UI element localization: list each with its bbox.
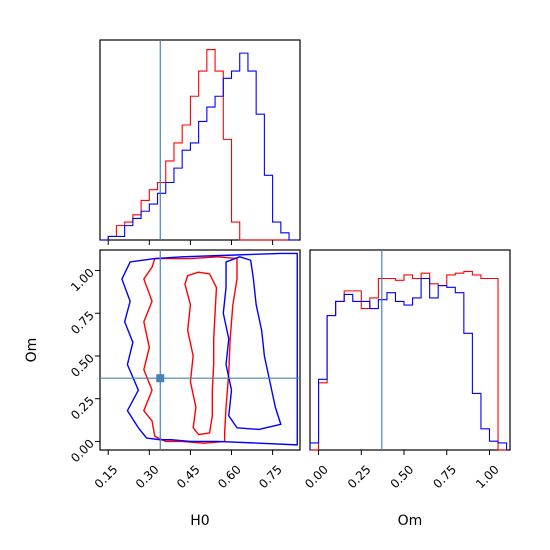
contour-y-tick-label: 0.50 bbox=[68, 351, 97, 380]
om-marginal-x-tick-label: 0.00 bbox=[302, 462, 331, 491]
contour-y-tick-label: 0.75 bbox=[68, 308, 97, 337]
om-marginal-x-tick-label: 0.25 bbox=[345, 462, 374, 491]
om-marginal-frame bbox=[309, 249, 511, 451]
om-marginal-panel: 0.00 0.25 0.50 0.75 1.00 Om bbox=[302, 249, 511, 529]
y-axis-label-om: Om bbox=[24, 338, 40, 363]
histogram-blue bbox=[309, 277, 508, 450]
om-marginal-x-tick-label: 0.75 bbox=[430, 462, 459, 491]
contour-x-tick-label: 0.15 bbox=[92, 462, 121, 491]
h0-marginal-panel bbox=[99, 39, 301, 245]
contour-x-tick-label: 0.75 bbox=[256, 462, 285, 491]
x-axis-label-h0: H0 bbox=[190, 513, 209, 529]
contour-x-tick-label: 0.30 bbox=[133, 462, 162, 491]
h0-marginal-frame bbox=[99, 39, 301, 241]
contour-x-tick-label: 0.60 bbox=[215, 462, 244, 491]
contour-frame bbox=[99, 249, 301, 451]
contour-y-tick-label: 0.00 bbox=[68, 437, 97, 466]
contour-blue-inner bbox=[222, 256, 282, 431]
histogram-red bbox=[100, 48, 298, 241]
om-marginal-x-tick-label: 1.00 bbox=[473, 462, 502, 491]
histogram-red bbox=[310, 270, 507, 451]
contour-red-inner bbox=[184, 271, 218, 436]
contour-y-tick-label: 1.00 bbox=[68, 266, 97, 295]
x-axis-label-om: Om bbox=[398, 513, 423, 529]
contour-y-tick-label: 0.25 bbox=[68, 394, 97, 423]
om-marginal-x-tick-label: 0.50 bbox=[388, 462, 417, 491]
contour-x-tick-label: 0.45 bbox=[174, 462, 203, 491]
contour-blue-outer bbox=[121, 252, 298, 446]
histogram-blue bbox=[100, 52, 298, 241]
h0-om-contour-panel: 0.15 0.30 0.45 0.60 0.75 0.00 0.25 0.50 0.75 1.00… bbox=[24, 249, 301, 529]
contour-red-outer bbox=[143, 256, 238, 444]
truth-marker bbox=[156, 374, 165, 383]
